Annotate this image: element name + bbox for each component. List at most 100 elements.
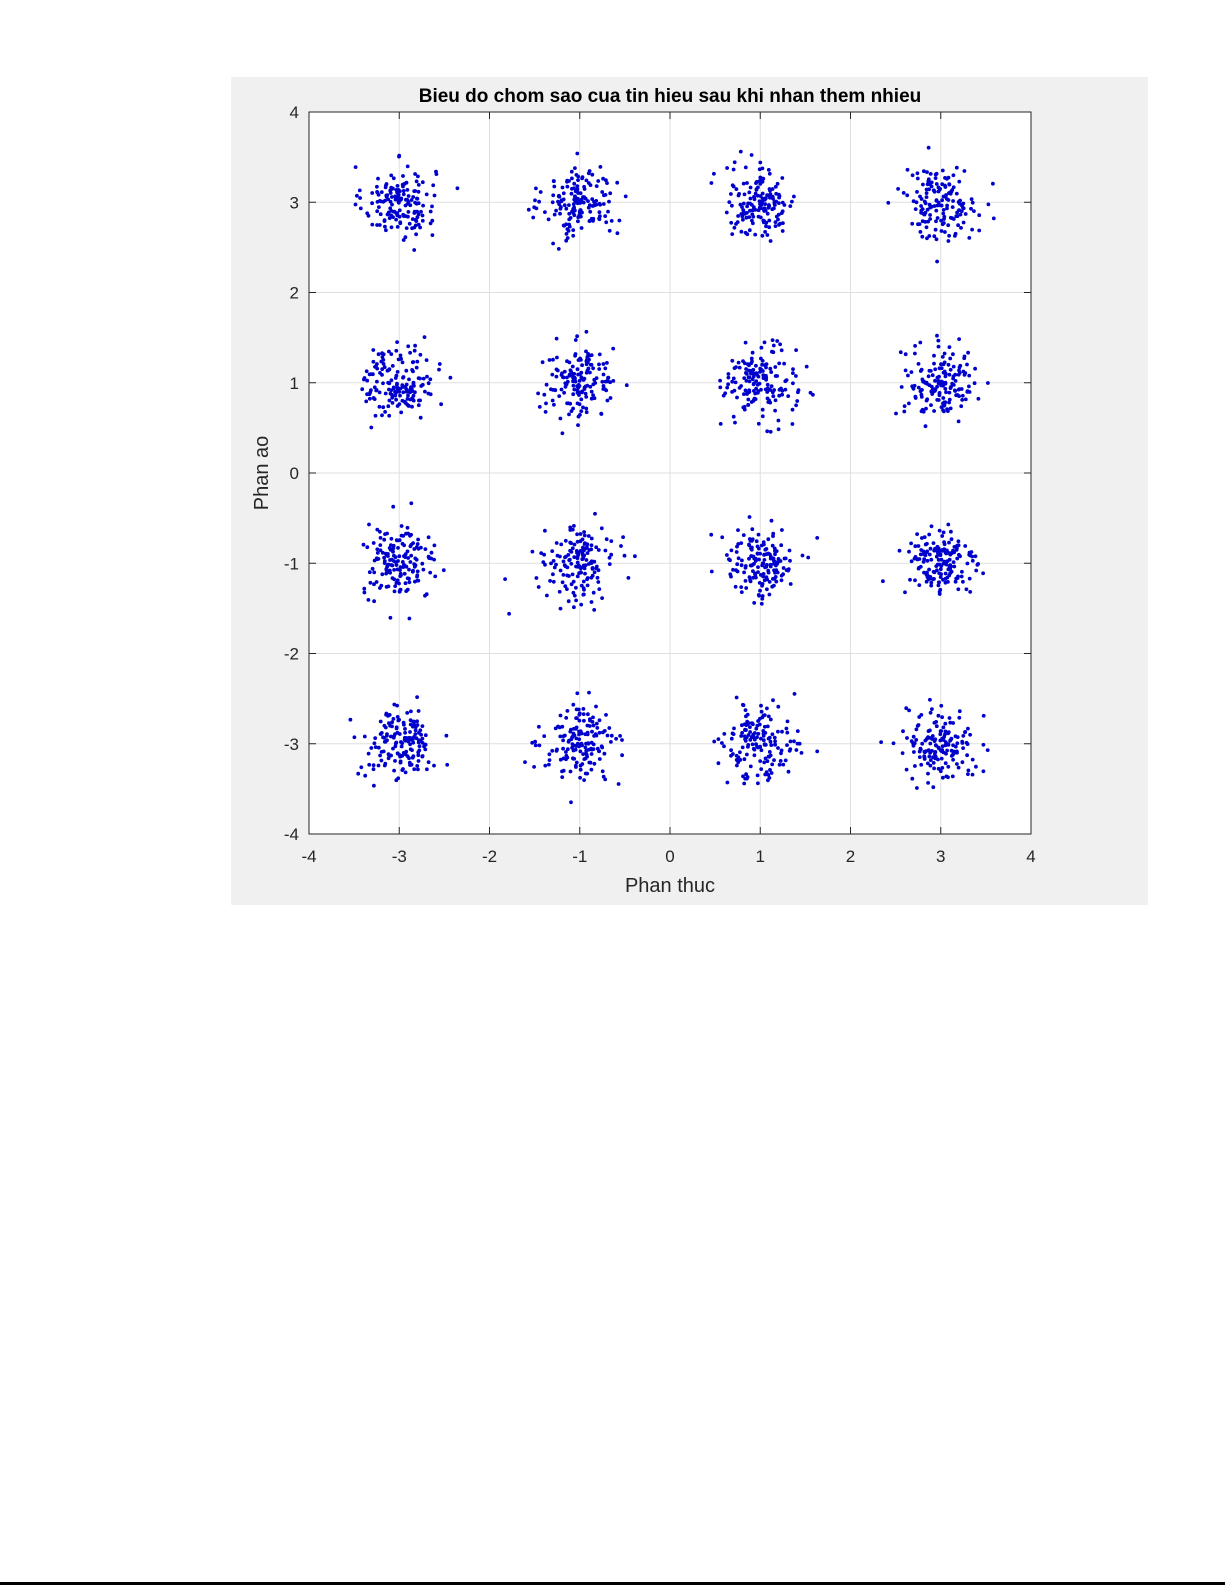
data-point bbox=[386, 197, 391, 202]
x-axis-label: Phan thuc bbox=[625, 875, 715, 897]
data-point bbox=[398, 386, 403, 391]
data-point bbox=[758, 160, 763, 165]
data-point bbox=[416, 189, 421, 194]
data-point bbox=[559, 198, 564, 203]
data-point bbox=[933, 367, 938, 372]
data-point bbox=[404, 197, 408, 202]
data-point bbox=[943, 380, 948, 385]
data-point bbox=[420, 754, 425, 759]
data-point bbox=[582, 184, 586, 189]
data-point bbox=[953, 234, 957, 238]
data-point bbox=[951, 560, 956, 564]
data-point bbox=[425, 374, 429, 379]
data-point bbox=[588, 561, 593, 565]
data-point bbox=[977, 213, 982, 218]
data-point bbox=[408, 742, 412, 747]
data-point bbox=[611, 379, 616, 383]
data-point bbox=[943, 571, 948, 576]
data-point bbox=[991, 181, 995, 186]
data-point bbox=[584, 406, 589, 411]
data-point bbox=[910, 173, 915, 178]
data-point bbox=[549, 561, 553, 566]
data-point bbox=[580, 553, 585, 557]
data-point bbox=[758, 175, 763, 180]
data-point bbox=[951, 173, 956, 178]
data-point bbox=[389, 185, 394, 190]
data-point bbox=[777, 192, 781, 197]
data-point bbox=[371, 767, 376, 772]
data-point bbox=[722, 732, 727, 736]
data-point bbox=[747, 388, 752, 393]
data-point bbox=[430, 233, 435, 238]
data-point bbox=[370, 566, 375, 571]
data-point bbox=[360, 387, 365, 392]
data-point bbox=[914, 200, 919, 205]
data-point bbox=[919, 395, 924, 399]
data-point bbox=[941, 725, 946, 730]
data-point bbox=[589, 543, 594, 548]
data-point bbox=[930, 734, 935, 738]
data-point bbox=[568, 528, 573, 532]
data-point bbox=[423, 733, 428, 738]
data-point bbox=[754, 386, 758, 391]
data-point bbox=[393, 376, 398, 380]
data-point bbox=[550, 398, 555, 403]
data-point bbox=[575, 391, 580, 395]
data-point bbox=[383, 725, 388, 730]
data-point bbox=[943, 230, 947, 234]
data-point bbox=[601, 362, 606, 366]
data-point bbox=[774, 214, 779, 219]
data-point bbox=[432, 543, 437, 548]
data-point bbox=[574, 736, 579, 741]
data-point bbox=[743, 739, 748, 743]
data-point bbox=[583, 391, 588, 396]
data-point bbox=[767, 592, 772, 597]
data-point bbox=[534, 576, 539, 580]
data-point bbox=[385, 733, 389, 738]
data-point bbox=[420, 561, 425, 566]
data-point bbox=[924, 398, 929, 403]
data-point bbox=[770, 390, 775, 395]
data-point bbox=[771, 394, 776, 399]
data-point bbox=[763, 230, 767, 234]
data-point bbox=[609, 733, 614, 738]
data-point bbox=[974, 568, 979, 573]
data-point bbox=[398, 221, 403, 226]
data-point bbox=[379, 583, 384, 588]
data-point bbox=[412, 211, 417, 215]
data-point bbox=[544, 401, 548, 406]
data-point bbox=[777, 387, 782, 392]
data-point bbox=[565, 709, 570, 713]
data-point bbox=[767, 735, 772, 740]
data-point bbox=[583, 756, 588, 761]
data-point bbox=[609, 539, 614, 543]
data-point bbox=[773, 398, 778, 403]
data-point bbox=[403, 730, 407, 735]
data-point bbox=[547, 358, 552, 362]
data-point bbox=[418, 415, 423, 420]
data-point bbox=[909, 739, 914, 744]
data-point bbox=[413, 189, 418, 193]
data-point bbox=[742, 376, 747, 380]
data-point bbox=[578, 775, 582, 780]
data-point bbox=[391, 549, 395, 554]
data-point bbox=[410, 226, 414, 231]
data-point bbox=[353, 202, 358, 207]
data-point bbox=[578, 356, 582, 361]
data-point bbox=[959, 387, 964, 391]
data-point bbox=[741, 359, 745, 363]
data-point bbox=[765, 233, 770, 237]
data-point bbox=[760, 191, 765, 196]
data-point bbox=[780, 209, 785, 214]
data-point bbox=[745, 391, 749, 396]
data-point bbox=[749, 356, 754, 361]
data-point bbox=[742, 722, 747, 727]
data-point bbox=[565, 236, 570, 240]
data-point bbox=[554, 541, 559, 545]
data-point bbox=[571, 392, 576, 397]
data-point bbox=[416, 759, 421, 763]
data-point bbox=[767, 750, 772, 754]
data-point bbox=[413, 728, 418, 733]
data-point bbox=[773, 184, 778, 189]
data-point bbox=[375, 184, 379, 189]
